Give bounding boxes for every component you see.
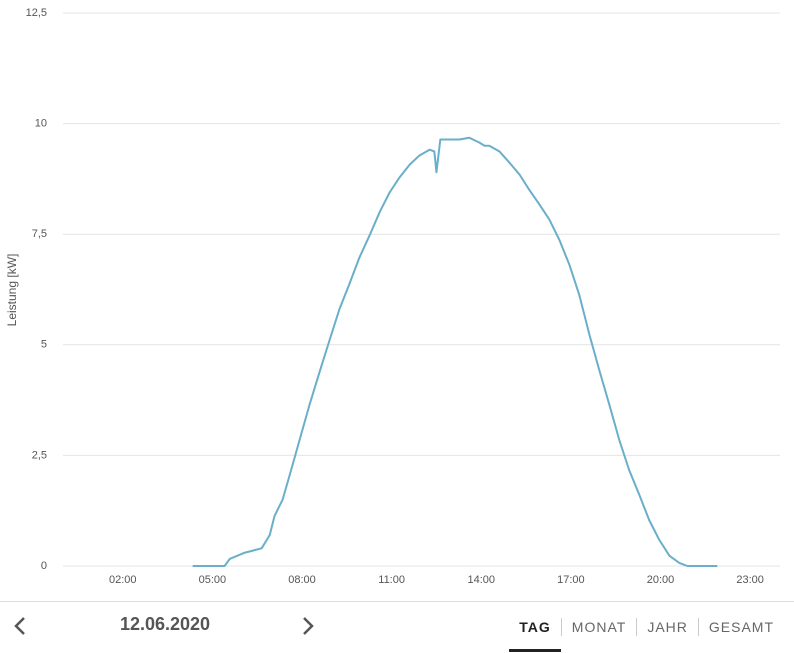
y-tick-label: 10 <box>35 118 47 130</box>
period-tabs: TAG MONAT JAHR GESAMT <box>509 602 784 652</box>
x-tick-label: 05:00 <box>199 574 227 586</box>
y-tick-label: 12,5 <box>26 7 47 19</box>
x-tick-label: 23:00 <box>736 574 764 586</box>
y-tick-label: 5 <box>41 339 47 351</box>
navigation-bar: 12.06.2020 TAG MONAT JAHR GESAMT <box>0 601 794 653</box>
x-tick-label: 08:00 <box>288 574 316 586</box>
x-tick-label: 02:00 <box>109 574 137 586</box>
x-tick-label: 11:00 <box>378 574 405 586</box>
x-tick-label: 14:00 <box>467 574 495 586</box>
x-tick-label: 17:00 <box>557 574 585 586</box>
date[interactable]: 12.06.2020 <box>119 614 211 634</box>
y-axis-label: Leistung [kW] <box>5 254 19 327</box>
y-tick-label: 7,5 <box>32 228 47 240</box>
tab[interactable]: TAG <box>509 618 561 652</box>
tab[interactable]: GESAMT <box>697 618 784 636</box>
next-day[interactable] <box>298 614 318 638</box>
tab[interactable]: JAHR <box>636 618 698 636</box>
previous-day[interactable] <box>10 614 30 638</box>
tab[interactable]: MONAT <box>560 618 637 636</box>
y-tick-label: 0 <box>41 560 47 572</box>
power-line <box>192 136 718 567</box>
y-tick-label: 2,5 <box>32 449 47 461</box>
chart: Leistung [kW] 0 2,5 5 7,5 10 12,5 02:00 05:00 08… <box>5 7 780 586</box>
x-tick-label: 20:00 <box>647 574 675 586</box>
